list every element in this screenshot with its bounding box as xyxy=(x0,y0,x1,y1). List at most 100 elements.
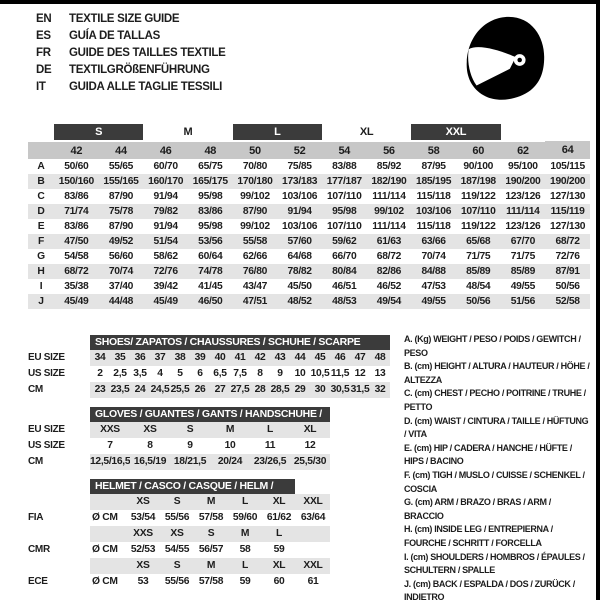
size-cell: 23,5 xyxy=(110,384,130,395)
size-cell: S xyxy=(173,560,181,571)
size-col-46: 46 xyxy=(143,141,188,159)
row-label: EU SIZE xyxy=(28,352,65,363)
size-cell: M xyxy=(206,496,216,507)
row-cells: 2 2,5 3,5 4 5 6 6,5 7,5 8 9 10 10,5 11,5 12 13 xyxy=(90,366,390,382)
size-cell: 43 xyxy=(274,352,286,363)
size-col-44: 44 xyxy=(98,141,144,159)
row-label: G xyxy=(37,251,45,262)
helmet-values-row-CMR: CMR Ø CM 52/53 54/55 56/57 58 59 xyxy=(28,542,330,558)
size-group-L: L xyxy=(232,124,322,142)
size-cell: 24,5 xyxy=(150,384,170,395)
size-cell: 48 xyxy=(374,352,386,363)
size-col-50: 50 xyxy=(232,141,278,159)
size-cell: 13 xyxy=(374,368,386,379)
size-cell: 64/68 xyxy=(287,251,312,262)
size-cell: 127/130 xyxy=(550,221,586,232)
size-cell: 71/74 xyxy=(54,204,99,219)
size-cell: 150/160 xyxy=(54,174,99,189)
size-col-56: 56 xyxy=(366,141,412,159)
size-cell: 52/53 xyxy=(130,544,156,555)
size-cell: 49/55 xyxy=(411,294,456,309)
language-code: ES xyxy=(36,30,51,42)
size-cell: 111/114 xyxy=(500,204,546,219)
size-cell: 185/195 xyxy=(411,174,456,189)
standard-label: CMR xyxy=(28,544,50,555)
size-cell: 99/102 xyxy=(240,221,270,232)
corner-cell xyxy=(28,141,54,159)
measure-row-C: C 83/86 87/90 91/94 95/98 99/102 103/106 107/11… xyxy=(28,189,590,204)
size-cell: 63/64 xyxy=(300,512,326,523)
size-cell: XL xyxy=(303,424,317,435)
size-cell: 85/89 xyxy=(455,264,501,279)
size-cell: 187/198 xyxy=(455,174,501,189)
language-title: GUÍA DE TALLAS xyxy=(69,30,160,42)
size-cell: 105/115 xyxy=(550,161,585,172)
size-cell: 50/56 xyxy=(555,281,580,292)
size-cell: 37 xyxy=(154,352,166,363)
size-cell xyxy=(296,526,330,542)
legend-item: H. (cm) INSIDE LEG / ENTREPIERNA / FOURC… xyxy=(404,524,553,548)
size-cell: 83/88 xyxy=(332,161,357,172)
size-cell: 76/80 xyxy=(232,264,278,279)
size-cell: 68/72 xyxy=(54,264,99,279)
size-cell: 53/56 xyxy=(187,234,233,249)
legend-item: B. (cm) HEIGHT / ALTURA / HAUTEUR / HÖHE… xyxy=(404,361,590,385)
size-cell: 2 xyxy=(97,368,103,379)
shoes-sec-row: EU SIZE 34 35 36 37 38 39 40 41 42 43 44 45 46 47 48 xyxy=(28,350,390,366)
language-code: EN xyxy=(36,13,52,25)
size-cell: 10 xyxy=(294,368,306,379)
size-cell: 103/106 xyxy=(411,204,456,219)
row-cells: XS S M L XL XXL xyxy=(90,558,330,574)
language-title: TEXTILGRÖßENFÜHRUNG xyxy=(69,64,210,76)
size-cell: 123/126 xyxy=(505,191,541,202)
gloves-sec-row: CM 12,5/16,5 16,5/19 18/21,5 20/24 23/26,5 25,… xyxy=(28,454,330,470)
size-group-XL: XL xyxy=(321,124,412,142)
row-cells: 23 23,5 24 24,5 25,5 26 27 27,5 28 28,5 29 30 30,5 31… xyxy=(90,382,390,398)
size-cell: 83/86 xyxy=(64,191,89,202)
size-cell: 83/86 xyxy=(187,204,233,219)
size-cell: 123/126 xyxy=(505,221,541,232)
size-cell: 63/66 xyxy=(411,234,456,249)
row-label: E xyxy=(37,221,45,232)
size-cell: 107/110 xyxy=(326,221,362,232)
size-cell: 55/65 xyxy=(108,161,134,172)
legend-item: C. (cm) CHEST / PECHO / POITRINE / TRUHE… xyxy=(404,388,586,412)
size-cell: 95/98 xyxy=(321,204,367,219)
size-cell: 75/85 xyxy=(287,161,312,172)
unit-label: Ø CM xyxy=(92,512,118,523)
size-cell: 9 xyxy=(187,440,193,451)
size-cell: 58/62 xyxy=(153,251,179,262)
size-cell: 56/57 xyxy=(198,544,224,555)
size-cell: 78/82 xyxy=(277,264,322,279)
size-cell: 65/75 xyxy=(198,161,223,172)
size-cell: 35/38 xyxy=(64,281,89,292)
size-cell: 57/58 xyxy=(198,512,224,523)
size-number-row: 42 44 46 48 50 52 54 56 58 60 62 64 xyxy=(28,141,590,159)
size-cell: 55/56 xyxy=(164,512,190,523)
language-row: FR GUIDE DES TAILLES TEXTILE xyxy=(36,45,226,62)
size-cell: XS xyxy=(136,560,150,571)
size-cell: 5 xyxy=(177,368,183,379)
size-cell: 177/187 xyxy=(321,174,367,189)
size-cell xyxy=(296,542,330,558)
size-cell: 85/89 xyxy=(500,264,546,279)
row-label: D xyxy=(28,204,54,219)
size-cell: 62/66 xyxy=(242,251,268,262)
size-cell: 40 xyxy=(214,352,226,363)
row-label: CM xyxy=(28,384,43,395)
size-cell: 61/63 xyxy=(366,234,412,249)
size-cell: 6,5 xyxy=(213,368,227,379)
spacer xyxy=(90,558,126,574)
size-col-48: 48 xyxy=(187,141,233,159)
size-cell: L xyxy=(267,424,273,435)
size-cell: 27 xyxy=(214,384,226,395)
size-col-52: 52 xyxy=(277,141,322,159)
size-cell: 44 xyxy=(294,352,306,363)
measure-row-J: J 45/49 44/48 45/49 46/50 47/51 48/52 48/53 49/5… xyxy=(28,294,590,309)
row-label: B xyxy=(28,174,54,189)
shoes-sec-row: US SIZE 2 2,5 3,5 4 5 6 6,5 7,5 8 9 10 10,5 11,5 12 13 xyxy=(28,366,390,382)
language-title: GUIDE DES TAILLES TEXTILE xyxy=(69,47,226,59)
size-cell: M xyxy=(206,560,216,571)
size-cell: 65/68 xyxy=(455,234,501,249)
row-cells: Ø CM 52/53 54/55 56/57 58 59 xyxy=(90,542,330,558)
